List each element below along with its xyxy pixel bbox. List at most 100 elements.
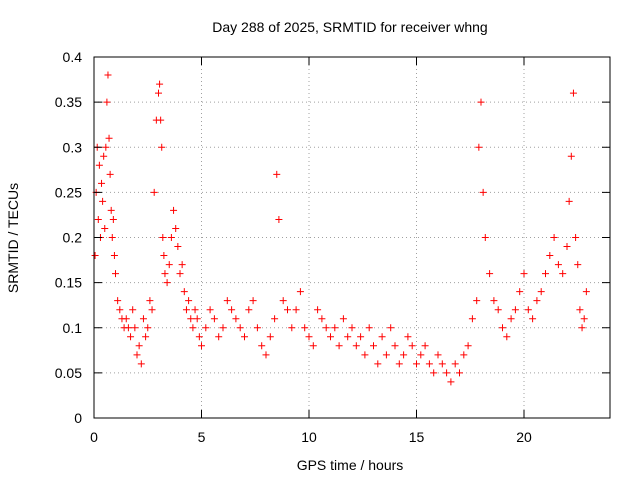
data-point <box>159 234 167 241</box>
data-point <box>546 252 554 260</box>
data-point <box>477 98 485 106</box>
data-point <box>176 270 184 278</box>
data-point <box>296 288 304 296</box>
y-axis-label: SRMTID / TECUs <box>5 183 21 293</box>
data-point <box>258 342 266 350</box>
data-point <box>109 215 117 223</box>
data-point <box>195 333 203 341</box>
data-point <box>116 306 124 314</box>
data-point <box>110 252 118 260</box>
data-point <box>150 188 158 196</box>
data-point <box>292 306 300 314</box>
data-point <box>443 369 451 377</box>
data-point <box>567 152 575 160</box>
data-point <box>167 234 175 241</box>
data-point <box>191 306 199 314</box>
data-point <box>182 306 190 314</box>
data-point <box>241 333 248 341</box>
data-point <box>348 324 356 332</box>
data-point <box>490 297 498 305</box>
data-point <box>434 351 442 359</box>
data-point <box>475 143 483 151</box>
data-point <box>438 360 446 368</box>
axis-ticks: 0 0.05 0.1 0.15 0.2 0.25 0.3 0.35 0.4 0 5 10 15 20 <box>55 49 610 445</box>
data-point <box>378 333 386 341</box>
data-point <box>481 234 489 241</box>
data-point <box>529 315 537 323</box>
data-point <box>91 252 99 260</box>
data-point <box>99 197 107 205</box>
data-point <box>524 306 532 314</box>
data-point <box>198 342 205 350</box>
data-point <box>148 306 156 314</box>
data-point <box>95 161 103 169</box>
y-tick-label: 0.35 <box>55 94 82 110</box>
data-point <box>122 315 130 323</box>
data-point <box>157 116 165 124</box>
data-point <box>127 333 135 341</box>
data-point <box>174 243 182 251</box>
data-point <box>479 188 487 196</box>
y-tick-label: 0.4 <box>63 49 83 65</box>
data-point <box>156 80 164 88</box>
data-point <box>98 179 106 187</box>
data-point <box>408 342 416 350</box>
data-point <box>314 306 322 314</box>
data-point <box>158 143 166 151</box>
y-tick-label: 0.3 <box>63 139 83 155</box>
data-point <box>219 324 227 332</box>
data-point <box>253 324 261 332</box>
data-point <box>533 297 541 305</box>
data-point <box>322 324 330 332</box>
data-point <box>451 360 459 368</box>
data-point <box>215 333 223 341</box>
data-point <box>172 224 180 232</box>
data-point <box>520 270 528 278</box>
data-point <box>163 279 171 287</box>
data-point <box>574 261 582 269</box>
data-point <box>288 324 296 332</box>
data-point <box>572 234 580 241</box>
data-point <box>94 215 102 223</box>
data-point <box>139 315 147 323</box>
data-point <box>165 261 173 269</box>
data-point <box>210 315 218 323</box>
data-point <box>413 360 420 368</box>
data-point <box>236 324 244 332</box>
data-point <box>133 351 141 359</box>
data-point <box>137 360 145 368</box>
data-point <box>352 342 360 350</box>
x-tick-label: 0 <box>90 429 98 445</box>
y-tick-label: 0.1 <box>63 320 83 336</box>
data-point <box>273 170 281 178</box>
data-point <box>464 342 472 350</box>
data-point <box>494 306 502 314</box>
data-point <box>135 342 143 350</box>
x-tick-label: 5 <box>198 429 206 445</box>
plot-frame <box>93 56 611 419</box>
data-point <box>430 369 438 377</box>
data-point <box>180 288 188 296</box>
data-point <box>187 315 195 323</box>
data-point <box>357 333 365 341</box>
data-point <box>361 351 369 359</box>
y-tick-label: 0.25 <box>55 184 82 200</box>
data-point <box>563 243 571 251</box>
x-tick-label: 20 <box>516 429 532 445</box>
data-point <box>104 71 112 79</box>
data-point <box>486 270 494 278</box>
y-tick-label: 0.2 <box>63 230 83 246</box>
data-point <box>232 315 240 323</box>
data-point <box>395 360 403 368</box>
data-point <box>576 306 584 314</box>
data-point <box>516 288 524 296</box>
data-point <box>344 333 352 341</box>
data-point <box>114 297 122 305</box>
data-point <box>460 351 468 359</box>
data-point <box>103 98 111 106</box>
data-point <box>565 197 573 205</box>
data-point <box>382 351 390 359</box>
data-point <box>185 297 193 305</box>
data-point <box>318 315 326 323</box>
data-point <box>101 224 109 232</box>
